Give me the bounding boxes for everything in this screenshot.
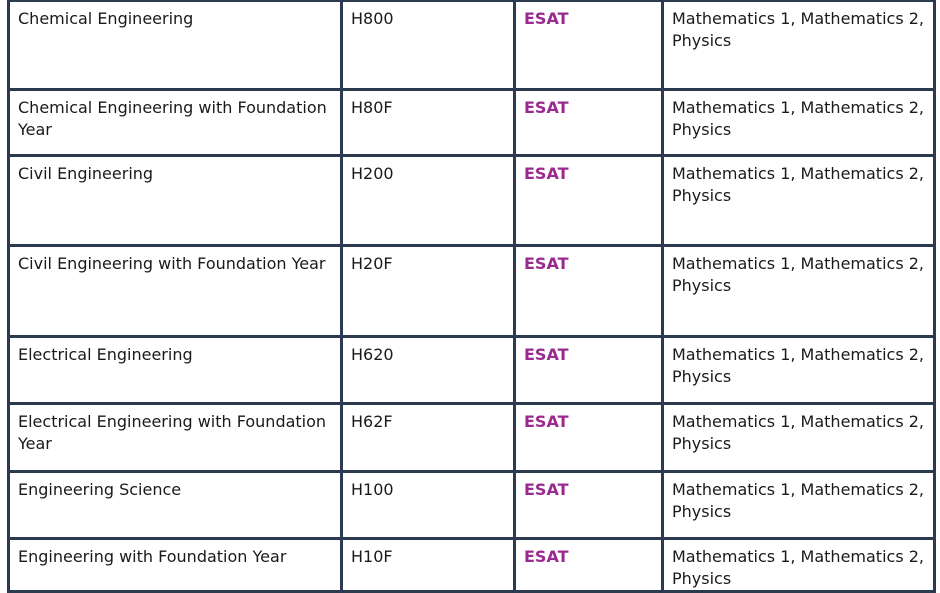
ucas-code: H100: [340, 470, 516, 540]
admissions-test: ESAT: [513, 470, 664, 540]
test-sections: Mathematics 1, Mathematics 2, Physics: [661, 154, 936, 247]
table-row: Electrical Engineering with Foundation Y…: [7, 402, 936, 473]
table-row: Engineering Science H100 ESAT Mathematics 1…: [7, 470, 936, 540]
table-row: Chemical Engineering with Foundation Yea…: [7, 88, 936, 157]
ucas-code: H200: [340, 154, 516, 247]
test-sections: Mathematics 1, Mathematics 2, Physics: [661, 88, 936, 157]
table-row: Engineering with Foundation Year H10F ESAT…: [7, 537, 936, 593]
test-sections: Mathematics 1, Mathematics 2, Physics: [661, 470, 936, 540]
test-sections: Mathematics 1, Mathematics 2, Physics: [661, 402, 936, 473]
admissions-test: ESAT: [513, 0, 664, 91]
test-sections: Mathematics 1, Mathematics 2, Physics: [661, 0, 936, 91]
ucas-code: H80F: [340, 88, 516, 157]
test-sections: Mathematics 1, Mathematics 2, Physics: [661, 537, 936, 593]
course-name: Chemical Engineering with Foundation Yea…: [7, 88, 343, 157]
table-row: Electrical Engineering H620 ESAT Mathematic…: [7, 335, 936, 405]
test-sections: Mathematics 1, Mathematics 2, Physics: [661, 244, 936, 338]
admissions-test: ESAT: [513, 402, 664, 473]
ucas-code: H62F: [340, 402, 516, 473]
table-row: Civil Engineering H200 ESAT Mathematics 1, …: [7, 154, 936, 247]
admissions-test: ESAT: [513, 244, 664, 338]
admissions-test: ESAT: [513, 537, 664, 593]
course-name: Engineering with Foundation Year: [7, 537, 343, 593]
ucas-code: H10F: [340, 537, 516, 593]
course-name: Civil Engineering with Foundation Year: [7, 244, 343, 338]
test-sections: Mathematics 1, Mathematics 2, Physics: [661, 335, 936, 405]
table-body: Chemical Engineering H800 ESAT Mathematics …: [7, 0, 936, 593]
course-name: Engineering Science: [7, 470, 343, 540]
table-row: Civil Engineering with Foundation Year H2…: [7, 244, 936, 338]
course-name: Electrical Engineering: [7, 335, 343, 405]
ucas-code: H620: [340, 335, 516, 405]
table-row: Chemical Engineering H800 ESAT Mathematics …: [7, 0, 936, 91]
course-name: Civil Engineering: [7, 154, 343, 247]
admissions-test: ESAT: [513, 335, 664, 405]
programme-table: Chemical Engineering H800 ESAT Mathematics …: [7, 0, 936, 593]
admissions-test: ESAT: [513, 154, 664, 247]
course-name: Electrical Engineering with Foundation Y…: [7, 402, 343, 473]
ucas-code: H800: [340, 0, 516, 91]
ucas-code: H20F: [340, 244, 516, 338]
course-name: Chemical Engineering: [7, 0, 343, 91]
admissions-test: ESAT: [513, 88, 664, 157]
